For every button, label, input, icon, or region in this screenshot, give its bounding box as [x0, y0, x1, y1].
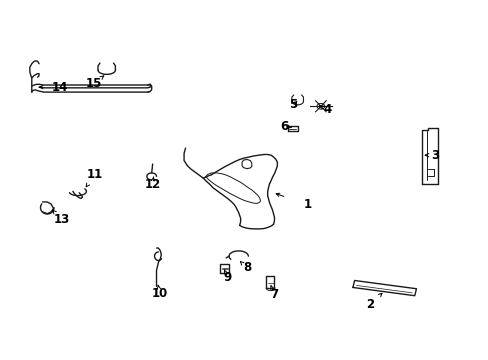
Text: 8: 8: [243, 261, 250, 274]
Text: 14: 14: [52, 81, 68, 94]
Text: 3: 3: [430, 149, 439, 162]
Text: 5: 5: [288, 98, 296, 111]
Text: 9: 9: [223, 271, 231, 284]
Text: 1: 1: [303, 198, 311, 211]
Text: 10: 10: [151, 287, 168, 300]
Text: 11: 11: [86, 168, 102, 181]
Text: 6: 6: [280, 120, 288, 132]
Text: 2: 2: [366, 298, 373, 311]
Text: 4: 4: [323, 103, 331, 116]
Text: 12: 12: [144, 178, 161, 191]
Text: 15: 15: [85, 77, 102, 90]
Text: 7: 7: [270, 288, 278, 301]
Text: 13: 13: [54, 213, 70, 226]
